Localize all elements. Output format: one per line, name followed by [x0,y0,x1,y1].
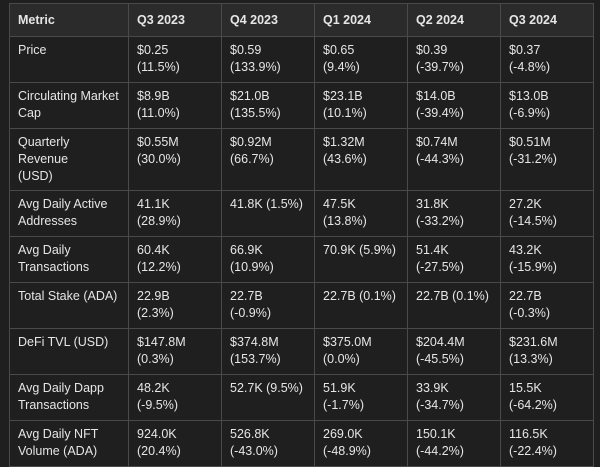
header-row: Metric Q3 2023 Q4 2023 Q1 2024 Q2 2024 Q3 202… [9,3,594,37]
value-cell: 269.0K (-48.9%) [314,420,408,467]
value-cell: 22.7B (0.1%) [407,282,501,329]
metric-cell: Avg Daily Active Addresses [9,190,129,237]
table-row: Avg Daily Active Addresses 41.1K (28.9%) 4… [9,190,594,237]
table-row: Quarterly Revenue (USD) $0.55M (30.0%) $0.… [9,128,594,191]
header-cell: Q3 2024 [500,3,594,37]
value-cell: 22.7B (0.1%) [314,282,408,329]
table-container: Metric Q3 2023 Q4 2023 Q1 2024 Q2 2024 Q3 202… [9,3,594,467]
table-row: Avg Daily NFT Volume (ADA) 924.0K (20.4%)… [9,420,594,467]
value-cell: $231.6M (13.3%) [500,328,594,375]
value-cell: $147.8M (0.3%) [128,328,222,375]
header-cell: Q2 2024 [407,3,501,37]
value-cell: $374.8M (153.7%) [221,328,315,375]
header-cell: Q1 2024 [314,3,408,37]
value-cell: 51.4K (-27.5%) [407,236,501,283]
data-table: Metric Q3 2023 Q4 2023 Q1 2024 Q2 2024 Q3 202… [9,3,594,467]
value-cell: 41.1K (28.9%) [128,190,222,237]
value-cell: 22.9B (2.3%) [128,282,222,329]
value-cell: $0.51M (-31.2%) [500,128,594,191]
metric-cell: Avg Daily Transactions [9,236,129,283]
value-cell: 27.2K (-14.5%) [500,190,594,237]
value-cell: $0.59 (133.9%) [221,36,315,83]
metric-cell: Avg Daily NFT Volume (ADA) [9,420,129,467]
value-cell: 52.7K (9.5%) [221,374,315,421]
header-cell: Metric [9,3,129,37]
value-cell: 150.1K (-44.2%) [407,420,501,467]
value-cell: 22.7B (-0.9%) [221,282,315,329]
value-cell: $21.0B (135.5%) [221,82,315,129]
value-cell: $0.37 (-4.8%) [500,36,594,83]
metric-cell: Avg Daily Dapp Transactions [9,374,129,421]
value-cell: $14.0B (-39.4%) [407,82,501,129]
value-cell: $23.1B (10.1%) [314,82,408,129]
value-cell: $0.39 (-39.7%) [407,36,501,83]
value-cell: 33.9K (-34.7%) [407,374,501,421]
value-cell: 70.9K (5.9%) [314,236,408,283]
metric-cell: Total Stake (ADA) [9,282,129,329]
table-row: Total Stake (ADA) 22.9B (2.3%) 22.7B (-0.9… [9,282,594,329]
header-cell: Q3 2023 [128,3,222,37]
header-cell: Q4 2023 [221,3,315,37]
metric-cell: Quarterly Revenue (USD) [9,128,129,191]
table-row: Avg Daily Dapp Transactions 48.2K (-9.5%)… [9,374,594,421]
value-cell: 526.8K (-43.0%) [221,420,315,467]
value-cell: 51.9K (-1.7%) [314,374,408,421]
value-cell: 66.9K (10.9%) [221,236,315,283]
metric-cell: Price [9,36,129,83]
value-cell: $204.4M (-45.5%) [407,328,501,375]
value-cell: $0.74M (-44.3%) [407,128,501,191]
value-cell: 43.2K (-15.9%) [500,236,594,283]
value-cell: 924.0K (20.4%) [128,420,222,467]
table-row: Circulating Market Cap $8.9B (11.0%) $21.0… [9,82,594,129]
value-cell: 41.8K (1.5%) [221,190,315,237]
value-cell: 31.8K (-33.2%) [407,190,501,237]
value-cell: $13.0B (-6.9%) [500,82,594,129]
value-cell: 116.5K (-22.4%) [500,420,594,467]
value-cell: $375.0M (0.0%) [314,328,408,375]
value-cell: 60.4K (12.2%) [128,236,222,283]
value-cell: $0.55M (30.0%) [128,128,222,191]
metric-cell: DeFi TVL (USD) [9,328,129,375]
value-cell: 47.5K (13.8%) [314,190,408,237]
value-cell: 48.2K (-9.5%) [128,374,222,421]
value-cell: $0.92M (66.7%) [221,128,315,191]
value-cell: $1.32M (43.6%) [314,128,408,191]
value-cell: $8.9B (11.0%) [128,82,222,129]
value-cell: $0.25 (11.5%) [128,36,222,83]
metric-cell: Circulating Market Cap [9,82,129,129]
value-cell: 15.5K (-64.2%) [500,374,594,421]
table-row: DeFi TVL (USD) $147.8M (0.3%) $374.8M (153… [9,328,594,375]
table-row: Price $0.25 (11.5%) $0.59 (133.9%) $0.65 (9… [9,36,594,83]
table-row: Avg Daily Transactions 60.4K (12.2%) 66.9K… [9,236,594,283]
value-cell: 22.7B (-0.3%) [500,282,594,329]
page: {"table": { "header": ["Metric", "Q3 202… [9,3,594,467]
value-cell: $0.65 (9.4%) [314,36,408,83]
